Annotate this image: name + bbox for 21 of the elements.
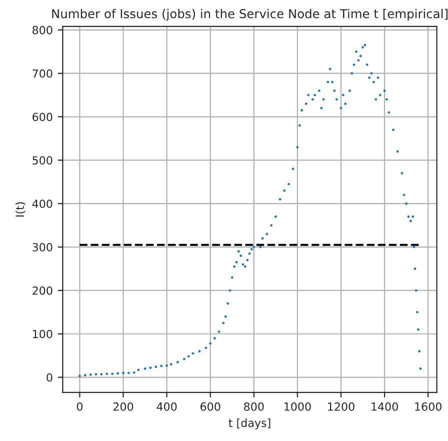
y-axis-title: I(t) bbox=[15, 202, 26, 217]
x-axis-title: t [days] bbox=[228, 418, 270, 430]
x-tick-label: 600 bbox=[200, 402, 220, 411]
x-tick-label: 800 bbox=[244, 402, 264, 411]
y-tick-label: 500 bbox=[32, 156, 52, 165]
y-tick-label: 0 bbox=[46, 373, 52, 382]
chart-title: Number of Issues (jobs) in the Service Node at Time t [empirical] bbox=[52, 8, 448, 21]
y-tick-label: 800 bbox=[32, 26, 52, 34]
x-tick-label: 0 bbox=[76, 402, 82, 411]
x-tick-label: 400 bbox=[156, 402, 177, 411]
x-tick-label: 1400 bbox=[372, 402, 398, 411]
x-tick-label: 1600 bbox=[415, 402, 442, 411]
x-tick-label: 1200 bbox=[328, 402, 354, 411]
x-tick-label: 200 bbox=[113, 402, 134, 411]
y-tick-label: 300 bbox=[32, 243, 52, 252]
y-tick-label: 600 bbox=[32, 112, 52, 122]
y-tick-label: 700 bbox=[32, 69, 52, 78]
y-tick-label: 200 bbox=[32, 286, 52, 295]
y-tick-label: 100 bbox=[33, 330, 52, 338]
x-tick-label: 1000 bbox=[284, 402, 311, 411]
y-tick-label: 400 bbox=[32, 200, 52, 208]
